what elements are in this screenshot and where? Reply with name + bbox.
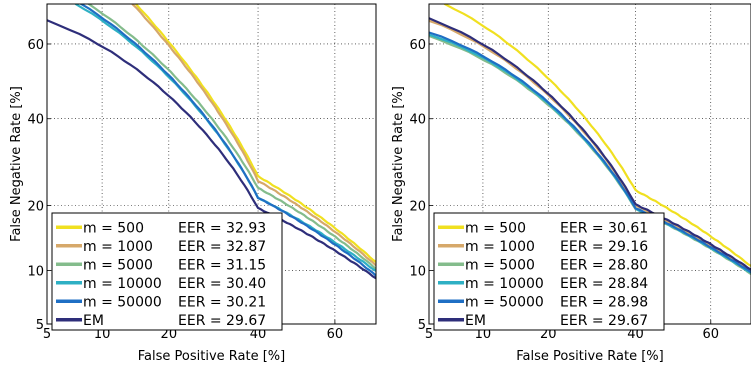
y-tick-label: 20 [27,200,44,215]
legend-series-name: m = 50000 [83,294,162,310]
legend-series-name: EM [465,313,486,329]
series-line-4 [80,4,376,277]
legend-eer-value: EER = 31.15 [178,257,266,273]
legend-eer-value: EER = 30.61 [560,220,648,236]
legend-eer-value: EER = 28.80 [560,257,648,273]
legend-eer-value: EER = 30.21 [178,294,266,310]
legend-eer-value: EER = 32.93 [178,220,266,236]
legend-eer-value: EER = 29.67 [560,313,648,329]
x-axis-label: False Positive Rate [%] [138,349,285,364]
legend-eer-value: EER = 28.84 [560,276,648,292]
legend-eer-value: EER = 30.40 [178,276,266,292]
series-line-5 [429,17,751,271]
x-tick-label: 20 [161,327,178,342]
x-axis-label: False Positive Rate [%] [516,349,663,364]
legend-series-name: m = 500 [83,220,144,236]
y-axis-label: False Negative Rate [%] [9,86,24,242]
legend-series-name: m = 5000 [83,257,153,273]
x-tick-label: 5 [43,327,51,342]
y-tick-label: 40 [27,113,44,128]
legend: m = 500 EER = 32.93 m = 1000 EER = 32.87 m =… [51,212,283,331]
x-tick-label: 40 [250,327,267,342]
x-tick-label: 60 [327,327,344,342]
series-line-4 [429,31,751,274]
y-tick-label: 5 [36,318,44,333]
legend-eer-value: EER = 29.67 [178,313,266,329]
legend-eer-value: EER = 28.98 [560,294,648,310]
legend-eer-value: EER = 32.87 [178,239,266,255]
x-tick-label: 20 [540,327,557,342]
legend-series-name: m = 5000 [465,257,535,273]
x-tick-label: 10 [475,327,492,342]
y-tick-label: 20 [409,200,426,215]
y-tick-label: 5 [418,318,426,333]
legend-eer-value: EER = 29.16 [560,239,648,255]
y-tick-label: 10 [409,264,426,279]
x-tick-label: 60 [702,327,719,342]
x-tick-label: 40 [627,327,644,342]
series-line-0 [134,4,376,264]
legend-series-name: m = 500 [465,220,526,236]
legend-series-name: m = 10000 [83,276,162,292]
y-tick-label: 60 [27,38,44,53]
legend-series-name: m = 1000 [465,239,535,255]
legend: m = 500 EER = 30.61 m = 1000 EER = 29.16 m =… [433,212,665,331]
y-axis-label: False Negative Rate [%] [391,86,406,242]
series-line-2 [87,4,376,271]
legend-series-name: m = 1000 [83,239,153,255]
chart-panel-right: 5 10 20 40 60 5 10 20 40 60 False Positive Rate [%… [391,3,751,364]
series-line-5 [47,19,376,280]
x-tick-label: 10 [94,327,111,342]
y-tick-label: 10 [27,264,44,279]
series-line-0 [443,4,751,268]
legend-series-name: m = 10000 [465,276,544,292]
y-tick-label: 40 [409,113,426,128]
chart-panel-left: 5 10 20 40 60 5 10 20 40 60 False Positive Rate [%… [9,3,377,364]
legend-series-name: m = 50000 [465,294,544,310]
series-line-1 [131,4,376,267]
legend-series-name: EM [83,313,104,329]
y-tick-label: 60 [409,38,426,53]
x-tick-label: 5 [425,327,433,342]
